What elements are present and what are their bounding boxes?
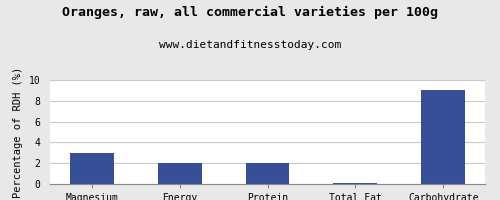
Bar [158, 163, 202, 184]
Text: www.dietandfitnesstoday.com: www.dietandfitnesstoday.com [159, 40, 341, 50]
Bar [422, 90, 465, 184]
Bar [246, 163, 290, 184]
Y-axis label: Percentage of RDH (%): Percentage of RDH (%) [13, 66, 23, 198]
Text: Oranges, raw, all commercial varieties per 100g: Oranges, raw, all commercial varieties p… [62, 6, 438, 19]
Bar [70, 153, 114, 184]
Bar [334, 183, 378, 184]
